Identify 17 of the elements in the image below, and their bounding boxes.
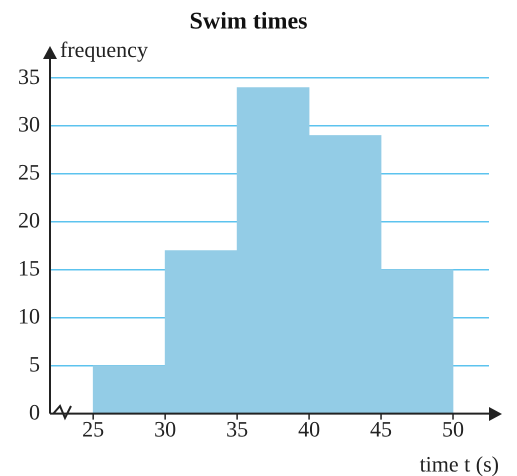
y-tick-label: 20 xyxy=(18,208,40,233)
y-tick-label: 35 xyxy=(18,64,40,89)
chart-title: Swim times xyxy=(190,8,308,35)
y-tick-label: 15 xyxy=(18,256,40,281)
x-tick-label: 25 xyxy=(82,416,104,442)
x-tick-label: 40 xyxy=(298,416,320,442)
y-tick-label: 25 xyxy=(18,160,40,185)
x-axis-title: time t (s) xyxy=(420,452,499,476)
y-tick-label: 5 xyxy=(29,351,40,376)
y-tick-label: 10 xyxy=(18,303,40,328)
y-tick-label: 0 xyxy=(29,399,40,424)
x-tick-label: 35 xyxy=(226,416,248,442)
x-tick-label: 50 xyxy=(442,416,464,442)
x-tick-label: 45 xyxy=(370,416,392,442)
y-tick-label: 30 xyxy=(18,112,40,137)
x-tick-label: 30 xyxy=(154,416,176,442)
y-axis-title: frequency xyxy=(60,36,148,62)
